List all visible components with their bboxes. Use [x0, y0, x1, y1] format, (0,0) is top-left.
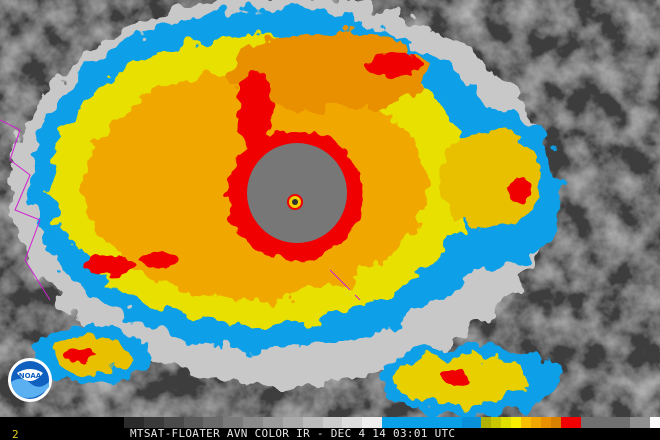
coastline: [0, 119, 51, 301]
color-scale-swatch: [382, 417, 462, 428]
color-scale-swatch: [183, 417, 204, 428]
color-scale-swatch: [511, 417, 522, 428]
svg-text:NOAA: NOAA: [19, 372, 42, 380]
color-scale-swatch: [650, 417, 660, 428]
color-scale-swatch: [342, 417, 363, 428]
color-scale-swatch: [143, 417, 164, 428]
color-scale-legend: [124, 417, 660, 428]
color-scale-swatch: [124, 417, 144, 428]
color-scale-swatch: [263, 417, 283, 428]
frame-number: 2: [12, 428, 19, 440]
color-scale-swatch: [223, 417, 244, 428]
color-scale-swatch: [491, 417, 502, 428]
color-scale-swatch: [282, 417, 303, 428]
color-scale-swatch: [531, 417, 541, 428]
central-dense-overcast: [247, 143, 347, 243]
color-scale-swatch: [461, 417, 482, 428]
color-scale-swatch: [501, 417, 512, 428]
color-scale-swatch: [521, 417, 532, 428]
color-scale-swatch: [630, 417, 651, 428]
color-scale-swatch: [540, 417, 551, 428]
color-scale-swatch: [163, 417, 184, 428]
color-scale-swatch: [362, 417, 383, 428]
color-scale-swatch: [203, 417, 224, 428]
typhoon-infrared-image: [0, 0, 660, 417]
color-scale-swatch: [302, 417, 323, 428]
color-scale-swatch: [243, 417, 264, 428]
caption-bar: 2 MTSAT-FLOATER AVN COLOR IR - DEC 4 14 …: [0, 417, 660, 440]
noaa-logo: NOAA: [8, 358, 52, 402]
color-scale-swatch: [322, 417, 343, 428]
color-scale-swatch: [550, 417, 561, 428]
color-scale-swatch: [481, 417, 492, 428]
color-scale-swatch: [580, 417, 631, 428]
image-caption: MTSAT-FLOATER AVN COLOR IR - DEC 4 14 03…: [130, 427, 456, 440]
color-scale-swatch: [560, 417, 581, 428]
